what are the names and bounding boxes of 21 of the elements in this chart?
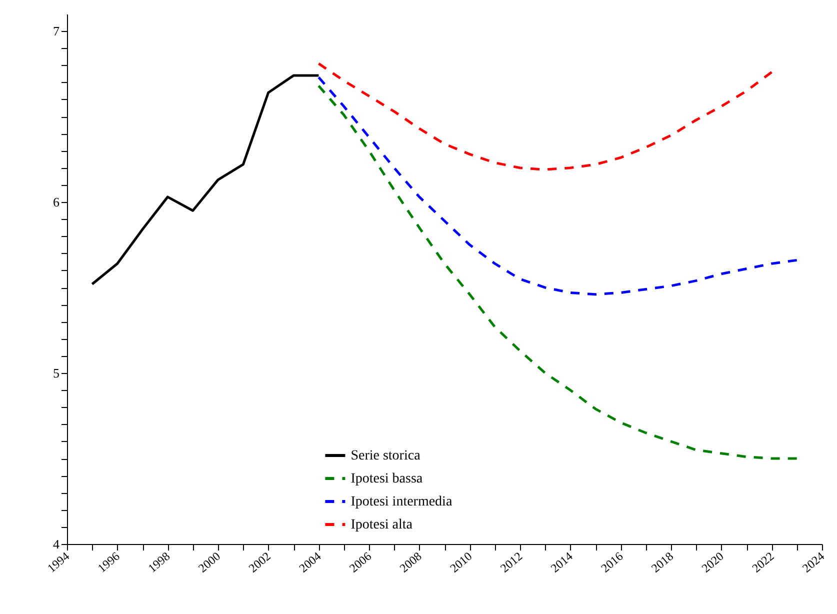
y-tick-label: 6 — [53, 194, 60, 210]
x-tick-label: 2022 — [749, 549, 777, 576]
line-series — [317, 76, 798, 296]
x-tick-label: 2008 — [396, 549, 424, 576]
y-tick-label: 7 — [53, 24, 60, 39]
legend-label: Ipotesi bassa — [350, 472, 424, 486]
x-tick-label: 2002 — [246, 549, 274, 576]
legend-label: Ipotesi intermedia — [350, 494, 453, 510]
legend-label: Serie storica — [350, 448, 422, 464]
x-tick-label: 2010 — [447, 549, 475, 576]
y-tick-label: 4 — [53, 536, 60, 552]
x-tick-label: 1998 — [145, 549, 173, 576]
x-tick-label: 2018 — [648, 549, 676, 576]
legend-label: Ipotesi alta — [350, 518, 414, 532]
x-tick-label: 2012 — [498, 549, 525, 576]
line-series — [317, 84, 798, 460]
y-tick-label: 5 — [53, 366, 60, 381]
line-series — [90, 74, 320, 286]
x-tick-label: 2000 — [196, 549, 223, 576]
x-tick-label: 2020 — [698, 549, 726, 576]
line-series — [317, 62, 773, 171]
